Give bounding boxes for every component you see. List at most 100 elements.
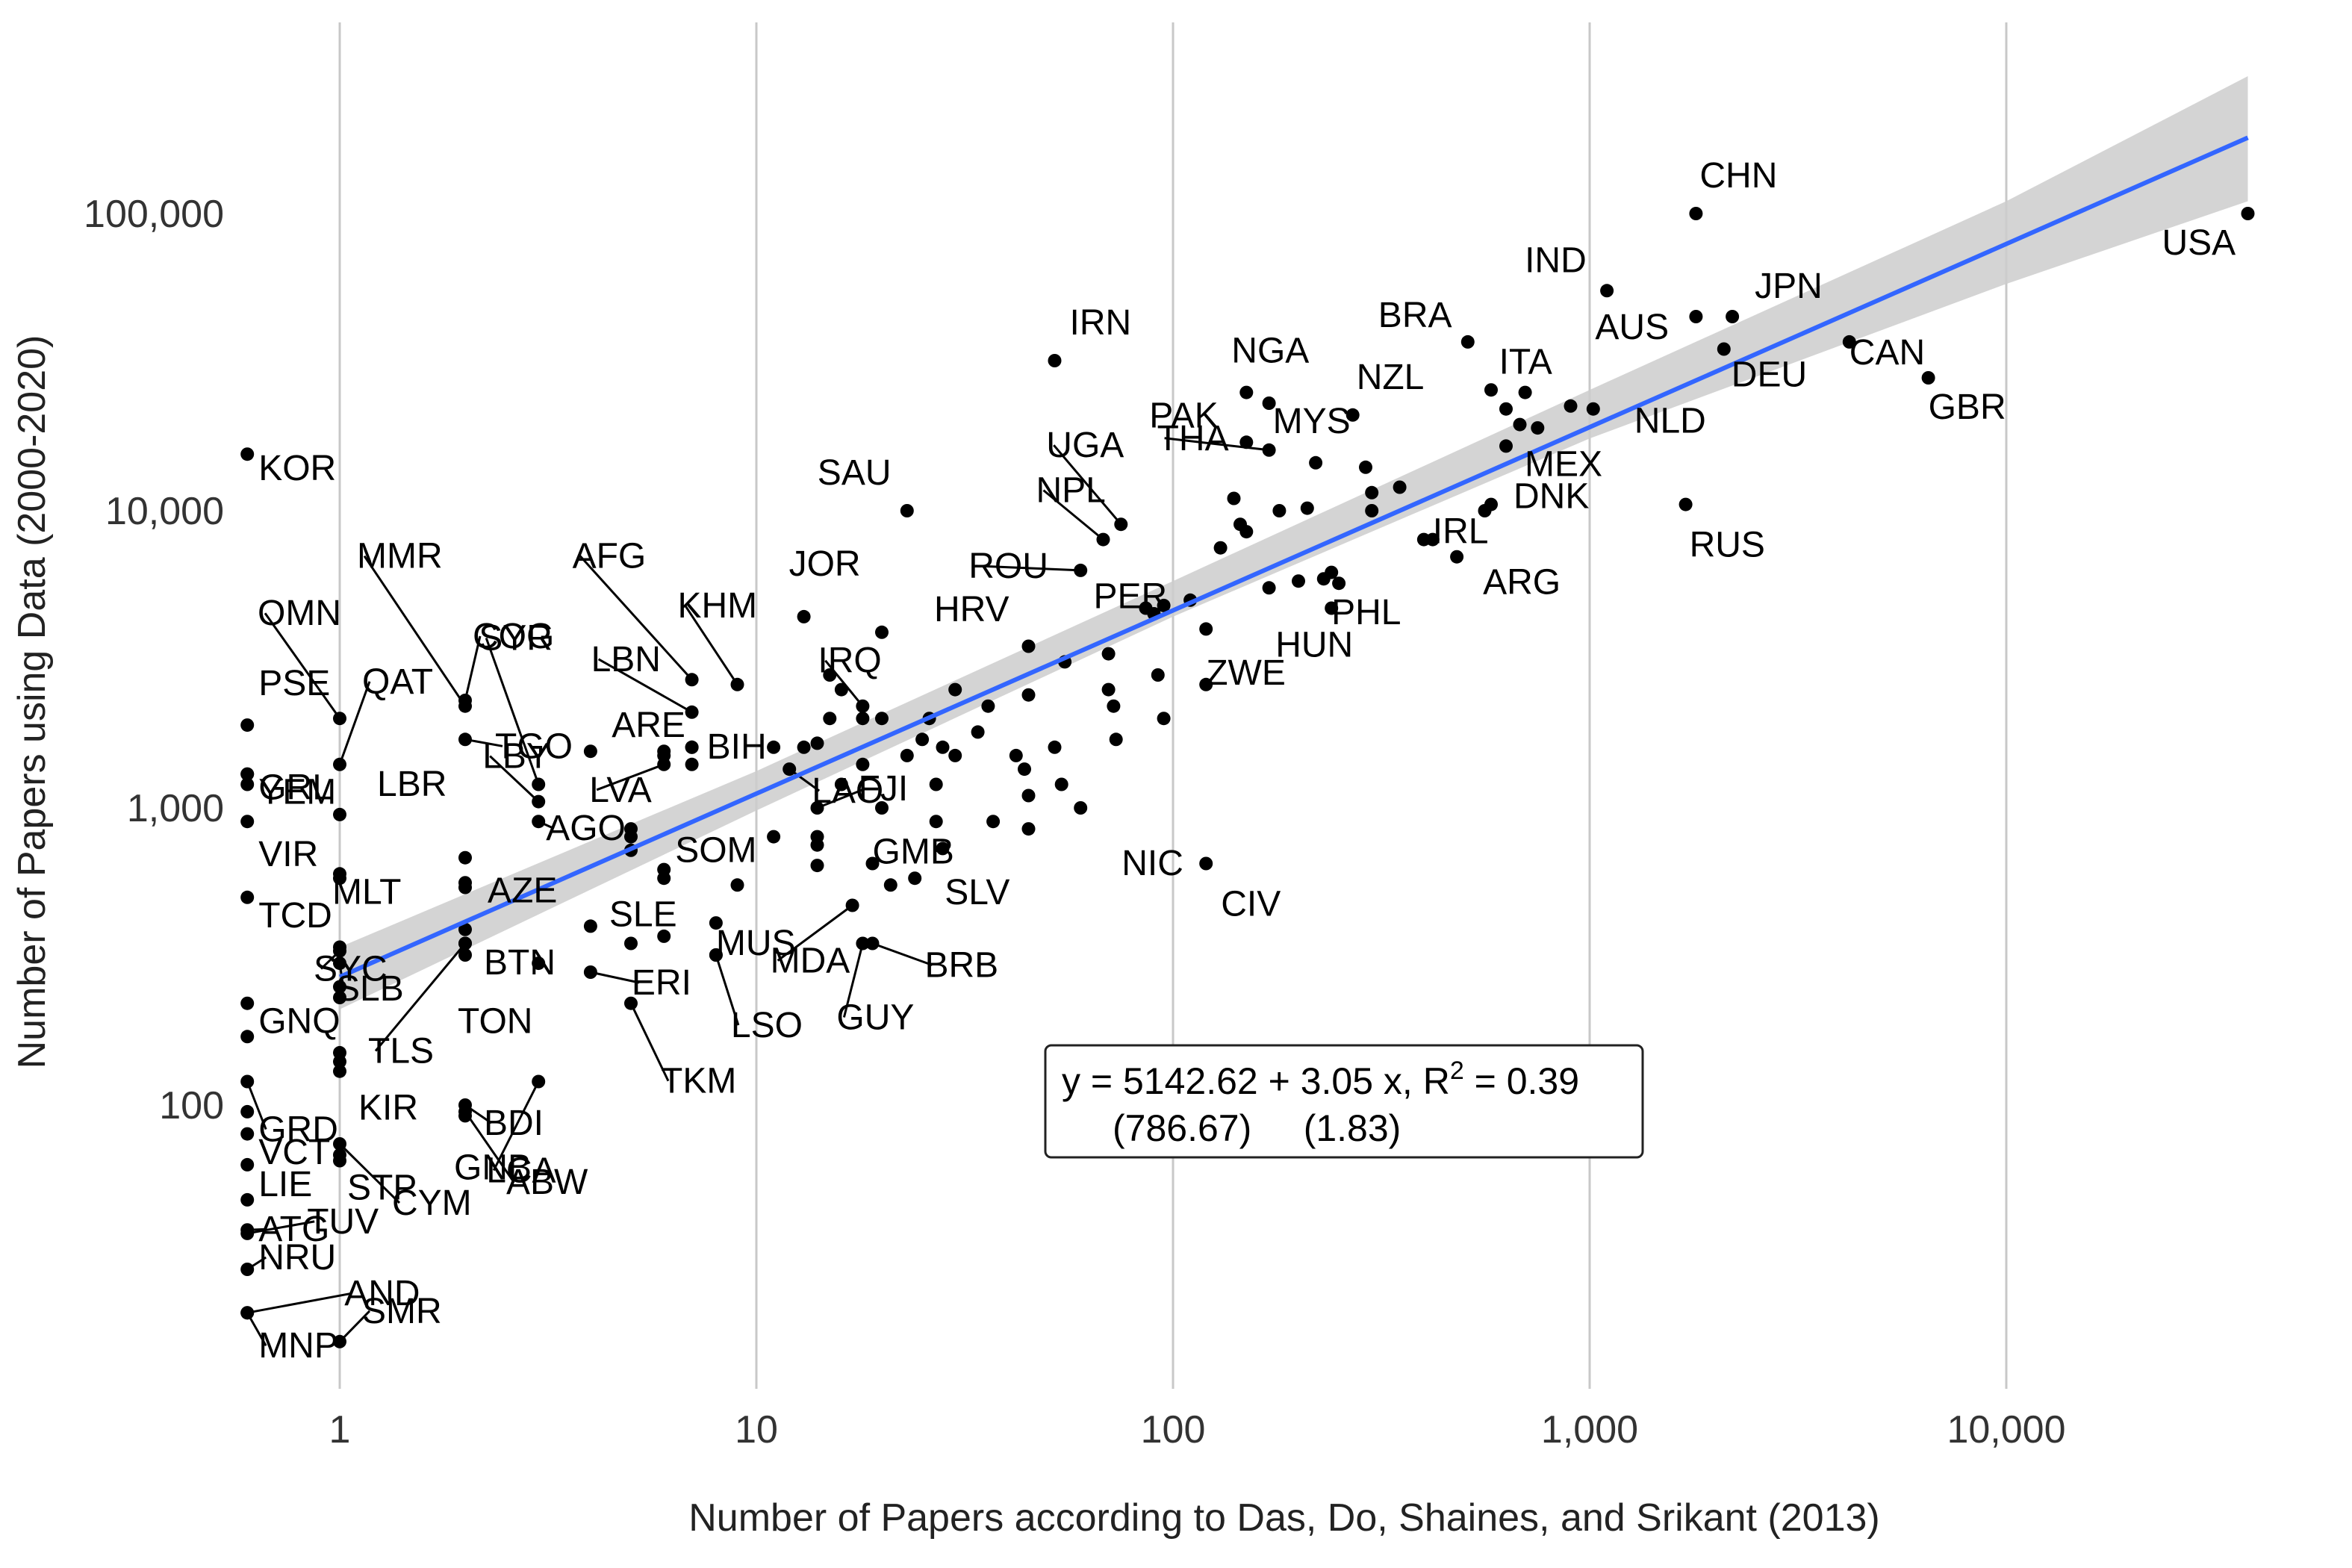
point-label-jpn: JPN [1755, 267, 1823, 306]
point-label-qat: QAT [362, 662, 433, 702]
data-point [1048, 740, 1062, 754]
data-point-aze [458, 880, 472, 895]
data-point [797, 740, 811, 754]
point-label-irl: IRL [1433, 512, 1489, 552]
data-point [1107, 699, 1121, 713]
label-leader-qat [338, 681, 371, 765]
point-label-slb: SLB [336, 969, 404, 1009]
label-leader-afg [579, 555, 693, 681]
point-label-btn: BTN [484, 943, 556, 983]
data-point-civ [1199, 856, 1213, 871]
label-leader-and [246, 1292, 352, 1314]
data-point-nru [240, 1263, 255, 1276]
data-point [929, 815, 943, 829]
data-point-vct [240, 1104, 255, 1119]
data-point [856, 757, 870, 771]
label-leader-uga [1053, 444, 1122, 526]
data-point [1021, 788, 1036, 803]
data-point [1513, 417, 1527, 432]
data-point [532, 956, 546, 971]
point-label-gnb: GNB [454, 1148, 532, 1187]
point-label-phl: PHL [1331, 593, 1401, 632]
data-point-slb [333, 956, 346, 971]
point-label-som: SOM [675, 831, 756, 871]
data-point-fji [810, 801, 824, 815]
point-labels: USA CHN IND JPN AUS BRA CAN DEU GBR ITA NLD NZL IRN N… [258, 156, 2236, 1366]
point-label-ago: AGO [546, 809, 626, 848]
point-label-chn: CHN [1699, 156, 1777, 196]
data-point [810, 838, 824, 852]
data-point-rus [1679, 497, 1693, 511]
data-point-slv [908, 871, 922, 886]
tick-labels: 1 10 100 1,000 10,000 100 1,000 10,000 100,000 [84, 193, 2065, 1452]
point-label-tls: TLS [368, 1032, 434, 1071]
label-leader-tkm [629, 1003, 670, 1082]
point-label-yem: YEM [258, 773, 336, 812]
x-tick-label: 10,000 [1947, 1408, 2065, 1452]
data-point-mda [845, 898, 859, 912]
data-point [1101, 682, 1116, 697]
data-point-per [1139, 601, 1153, 615]
label-leader-lby [489, 755, 540, 803]
point-label-mmr: MMR [357, 537, 443, 576]
point-label-deu: DEU [1732, 355, 1807, 395]
label-leader-npl [1042, 489, 1104, 541]
point-label-lbn: LBN [591, 640, 661, 679]
point-label-gmb: GMB [873, 833, 954, 872]
y-axis-title: Number of Papers using Data (2000-2020) [10, 335, 54, 1069]
point-label-abw: ABW [506, 1163, 588, 1202]
point-label-hrv: HRV [934, 590, 1009, 629]
data-point [900, 748, 914, 762]
point-label-tuv: TUV [307, 1202, 379, 1242]
point-label-mnp: MNP [258, 1326, 338, 1366]
point-label-sle: SLE [609, 895, 677, 934]
data-point-tgo [458, 732, 472, 747]
point-label-uga: UGA [1046, 426, 1124, 465]
data-point [936, 740, 950, 754]
label-leader-lca [492, 1080, 540, 1172]
data-point-mmr [458, 699, 472, 713]
data-point [1227, 491, 1241, 505]
data-point-lva [657, 757, 671, 771]
data-point-pse [240, 718, 255, 732]
data-point [333, 1054, 346, 1068]
point-label-kor: KOR [258, 449, 336, 488]
label-leader-lso [715, 954, 740, 1026]
data-point-eri [583, 965, 597, 979]
data-point-omn [333, 712, 346, 726]
point-label-aze: AZE [488, 871, 557, 911]
data-point-irn [1048, 354, 1062, 367]
data-point [767, 740, 781, 754]
point-label-dnk: DNK [1513, 477, 1589, 517]
data-point [1018, 762, 1031, 777]
data-point-atg [240, 1223, 255, 1237]
data-point [240, 1030, 255, 1044]
y-tick-label: 100 [159, 1084, 224, 1127]
data-point [981, 699, 995, 713]
label-leader-cog [464, 635, 482, 701]
data-point [971, 725, 985, 739]
data-point-irl [1425, 532, 1440, 547]
data-point [240, 1127, 255, 1141]
data-point-vir [240, 815, 255, 829]
data-point-gmb [865, 856, 880, 871]
data-point [929, 777, 943, 791]
data-point [333, 991, 346, 1004]
data-point-phl [1332, 576, 1346, 591]
data-point [1292, 574, 1305, 588]
point-label-rus: RUS [1690, 526, 1765, 565]
data-point [875, 801, 889, 815]
label-leader-irq [824, 659, 864, 707]
data-point-qat [333, 757, 346, 771]
data-point-usa [2241, 207, 2255, 220]
point-label-civ: CIV [1221, 885, 1281, 924]
data-point-aus [1689, 310, 1703, 323]
data-point-can [1842, 335, 1856, 349]
data-point [709, 916, 723, 930]
data-point-mlt [333, 867, 346, 881]
data-point-syr [532, 777, 546, 791]
data-point-irq [856, 699, 870, 713]
data-point-lie [240, 1192, 255, 1207]
point-label-lca: LCA [486, 1151, 556, 1191]
point-label-guy: GUY [836, 998, 914, 1038]
